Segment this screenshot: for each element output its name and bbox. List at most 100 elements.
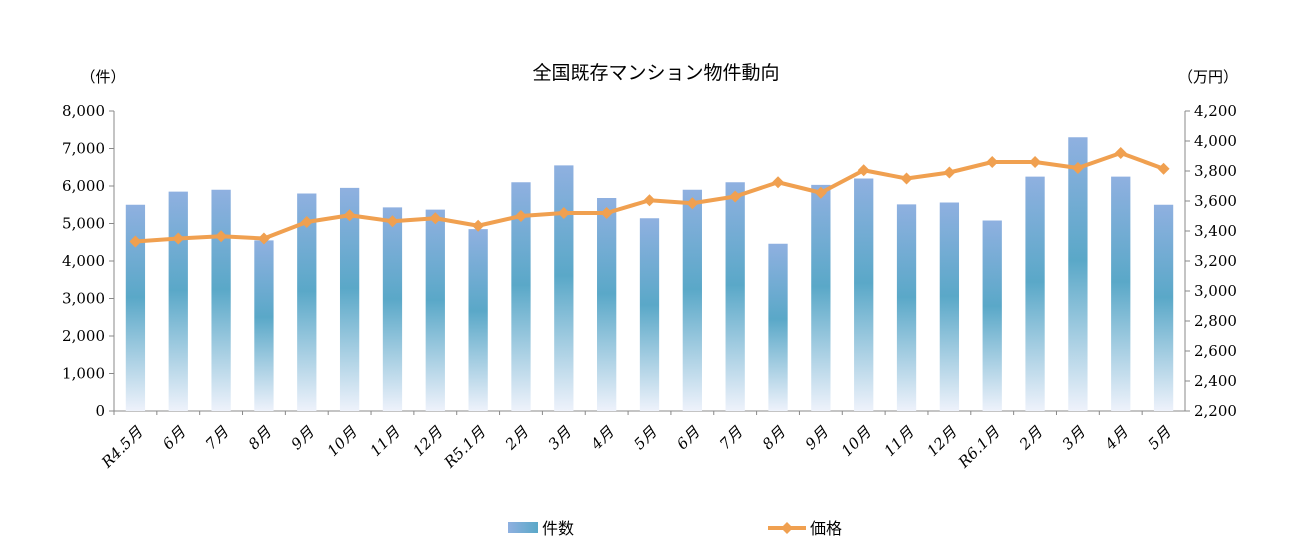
price-point [1114, 147, 1127, 159]
x-tick-label: 10月 [838, 422, 876, 460]
price-point [472, 219, 485, 232]
legend-bar-swatch [508, 522, 538, 533]
x-tick-label: R5.1月 [440, 422, 490, 472]
right-tick-label: 3,600 [1194, 192, 1237, 210]
bar [939, 202, 960, 411]
price-point [557, 207, 570, 219]
left-tick-label: 5,000 [62, 215, 105, 233]
price-point [900, 172, 913, 185]
legend-line-label: 価格 [810, 519, 842, 538]
left-tick-label: 7,000 [62, 140, 105, 158]
bar [1111, 176, 1131, 411]
price-point [1029, 156, 1042, 168]
bar [682, 189, 702, 411]
right-tick-label: 3,800 [1194, 162, 1237, 180]
bar [339, 187, 360, 411]
bar-series [125, 137, 1174, 411]
legend-bar-label: 件数 [542, 519, 574, 538]
x-tick-label: 2月 [501, 422, 532, 453]
bar [854, 178, 874, 411]
x-tick-label: 2月 [1015, 422, 1046, 453]
bar [468, 229, 488, 411]
line-series [129, 147, 1170, 248]
bar [725, 182, 745, 411]
x-tick-label: R4.5月 [97, 422, 147, 472]
bar [1025, 176, 1045, 411]
left-tick-label: 8,000 [62, 102, 105, 120]
price-point [857, 164, 870, 177]
bar [639, 218, 660, 411]
bar [211, 189, 231, 411]
right-tick-label: 3,200 [1194, 252, 1237, 270]
bar [982, 220, 1002, 411]
x-tick-label: 6月 [673, 422, 704, 453]
left-tick-label: 1,000 [62, 365, 105, 383]
left-tick-label: 4,000 [62, 252, 105, 270]
x-tick-label: 8月 [759, 422, 790, 453]
price-point [343, 209, 356, 222]
bar [125, 204, 146, 411]
price-point [643, 194, 656, 207]
bar [254, 240, 274, 411]
left-axis-unit: （件） [80, 68, 125, 86]
x-tick-label: 11月 [366, 422, 404, 460]
x-tick-label: 12月 [923, 422, 961, 460]
x-tick-label: 3月 [545, 422, 576, 453]
price-point [686, 197, 699, 210]
bar [597, 198, 617, 411]
price-point [986, 156, 999, 168]
price-point [129, 235, 142, 248]
price-point [215, 230, 228, 243]
bar [768, 243, 788, 411]
price-point [514, 210, 527, 222]
chart-title: 全国既存マンション物件動向 [532, 62, 779, 84]
price-point [257, 232, 270, 245]
legend: 件数 価格 [508, 519, 842, 538]
x-tick-label: 5月 [630, 422, 661, 453]
x-tick-label: 10月 [324, 422, 362, 460]
price-point [600, 207, 613, 219]
right-tick-label: 2,400 [1194, 372, 1237, 390]
bar [1153, 204, 1174, 411]
price-point [814, 186, 827, 199]
price-point [1071, 162, 1084, 174]
bar [811, 184, 831, 411]
bar [554, 165, 574, 411]
right-tick-label: 2,800 [1194, 312, 1237, 330]
price-point [429, 212, 442, 225]
right-tick-label: 3,000 [1194, 282, 1237, 300]
x-tick-label: 3月 [1059, 422, 1090, 453]
x-tick-label: 7月 [202, 422, 233, 453]
price-point [300, 216, 313, 228]
right-axis-unit: （万円） [1178, 68, 1238, 86]
price-point [172, 232, 185, 245]
x-tick-label: 8月 [245, 422, 276, 453]
right-tick-label: 3,400 [1194, 222, 1237, 240]
bar [425, 209, 445, 411]
x-tick-label: 12月 [409, 422, 447, 460]
legend-line-marker [781, 522, 793, 534]
x-tick-label: 11月 [881, 422, 919, 460]
x-tick-label: 9月 [802, 422, 833, 453]
x-tick-label: 4月 [587, 422, 618, 453]
left-tick-label: 0 [95, 402, 105, 420]
price-point [772, 176, 785, 189]
bar [382, 207, 403, 411]
price-point [386, 215, 399, 228]
price-point [1157, 162, 1170, 175]
bar [896, 204, 917, 411]
x-tick-label: 6月 [159, 422, 190, 453]
x-tick-label: 7月 [716, 422, 747, 453]
x-tick-label: 5月 [1144, 422, 1175, 453]
right-tick-label: 2,200 [1194, 402, 1237, 420]
price-point [943, 166, 956, 179]
right-tick-label: 4,000 [1194, 132, 1237, 150]
right-axis-ticks: 2,200 2,400 2,600 2,800 3,000 3,200 3,400 3,600… [1185, 102, 1237, 420]
x-tick-label: 9月 [288, 422, 319, 453]
x-tick-label: R6.1月 [954, 422, 1004, 472]
price-point [729, 190, 742, 203]
left-tick-label: 6,000 [62, 177, 105, 195]
left-axis-ticks: 0 1,000 2,000 3,000 4,000 5,000 6,000 7,000 8,00… [62, 102, 114, 420]
bar [168, 191, 188, 411]
